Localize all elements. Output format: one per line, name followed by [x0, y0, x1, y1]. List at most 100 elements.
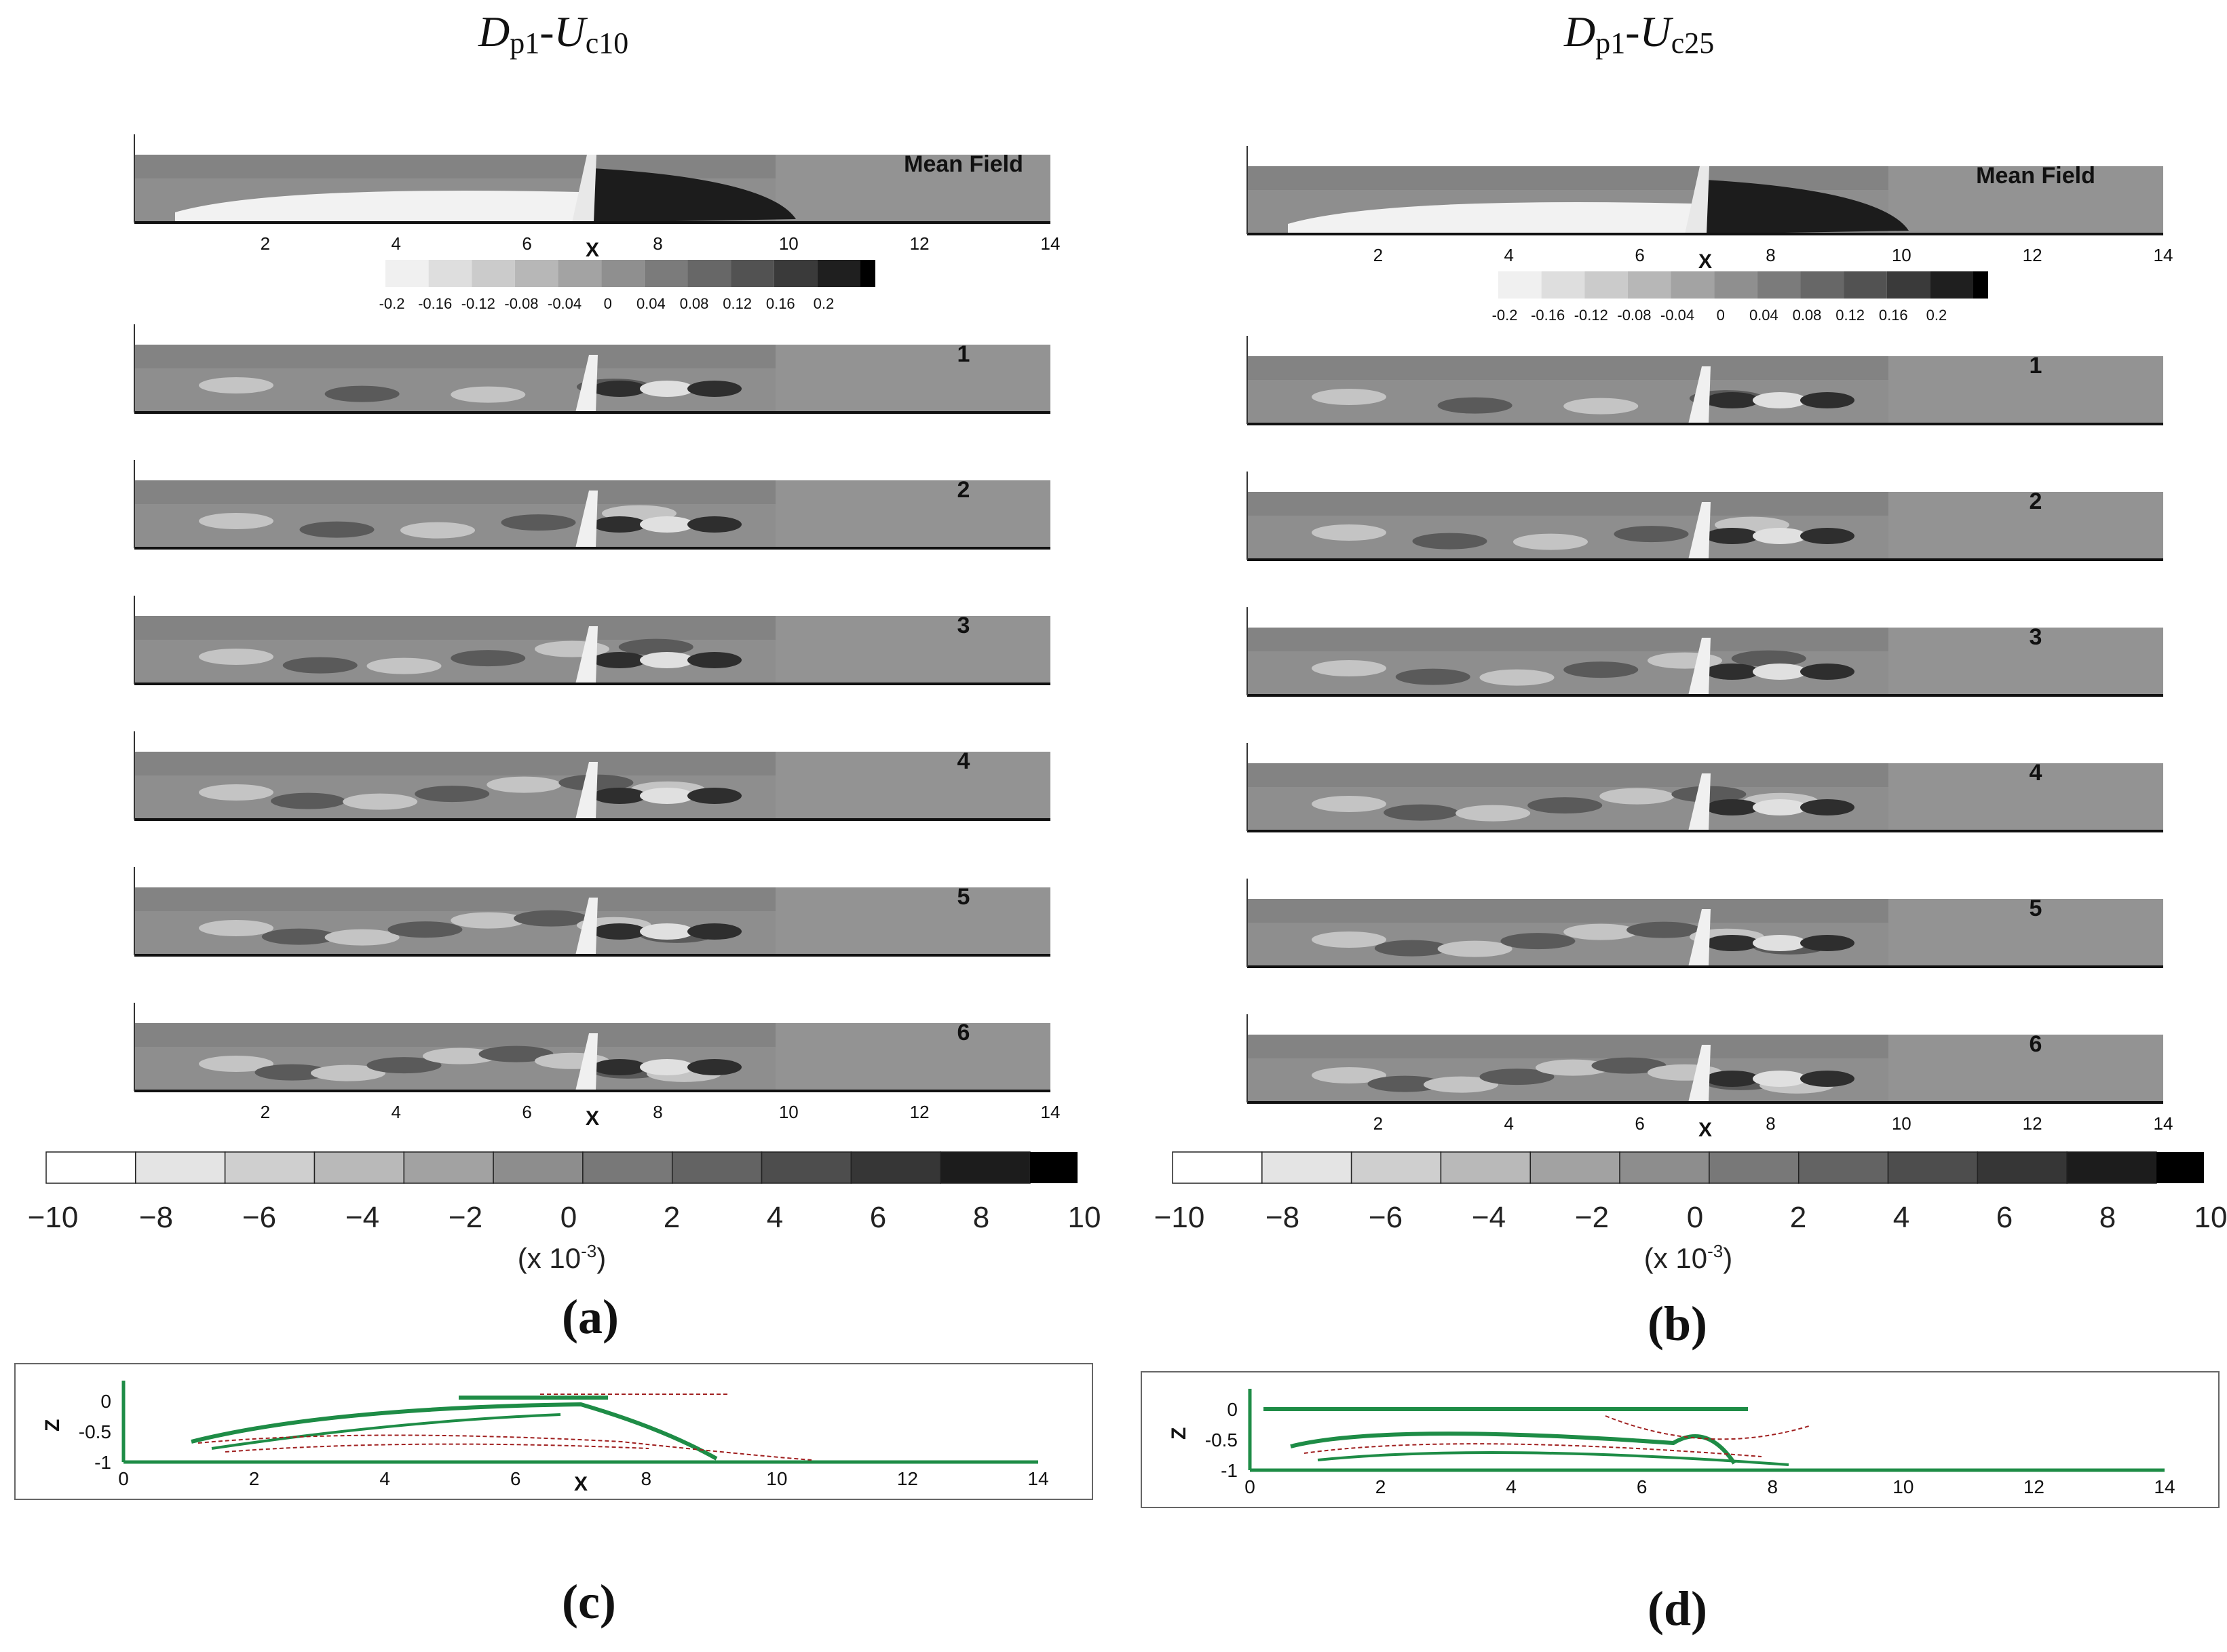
mode-label: 1 [957, 341, 970, 367]
colorbar-tick-label: −10 [1154, 1201, 1205, 1234]
colorbar-swatch [224, 1151, 316, 1184]
mode-label: 3 [957, 613, 970, 638]
mode-eddy [1591, 1057, 1667, 1074]
mode-eddy [1437, 397, 1512, 414]
mode-eddy [640, 652, 694, 668]
colorbar-tick-label: 0.16 [766, 295, 795, 312]
colorbar-swatch [2156, 1152, 2204, 1183]
mode-eddy [199, 1056, 273, 1072]
mode-eddy [1312, 389, 1386, 405]
mode-eddy [1312, 524, 1386, 541]
x-axis-label: X [1698, 250, 1712, 273]
colorbar-tick-label: 8 [2099, 1201, 2116, 1234]
colorbar-swatch [558, 260, 602, 287]
mode-eddy [451, 386, 526, 403]
mode-eddy [366, 657, 442, 674]
mode-label: 6 [2030, 1031, 2042, 1057]
mode-eddy [1513, 533, 1588, 550]
x-tick-label: 0 [1244, 1476, 1255, 1497]
colorbar-tick-label: 6 [870, 1201, 886, 1234]
mode-eddy [640, 1059, 694, 1075]
x-tick-label: 6 [1637, 1476, 1648, 1497]
x-tick-label: 10 [1892, 1476, 1914, 1497]
x-tick-label: 4 [391, 233, 400, 254]
contour-band [1247, 492, 1888, 516]
mode-eddy [1367, 1075, 1443, 1092]
contour-band [1247, 166, 1888, 190]
mode-eddy [1648, 652, 1722, 669]
mode-eddy [1626, 921, 1702, 938]
mode-eddy [451, 912, 526, 929]
colorbar-tick-label: −4 [1472, 1201, 1506, 1234]
x-tick-label: 6 [522, 233, 531, 254]
z-axis-label: Z [41, 1419, 64, 1432]
mode-eddy [640, 923, 694, 940]
streamline-frame [14, 1363, 1093, 1500]
colorbar-tick-label: 0.2 [814, 295, 835, 312]
mode-eddy [423, 1048, 497, 1064]
mode-eddy [1705, 935, 1759, 951]
x-tick-label: 14 [2154, 245, 2173, 265]
mode-eddy [1563, 398, 1639, 415]
colorbar-unit: (x 10-3) [1644, 1241, 1733, 1274]
mode-label: 1 [2030, 353, 2042, 379]
mode-eddy [687, 516, 742, 533]
contour-band [776, 1023, 1050, 1091]
colorbar-tick-label: -0.08 [504, 295, 538, 312]
mode-eddy [687, 923, 742, 940]
mode-eddy [1800, 935, 1854, 951]
colorbar-tick-label: 0.08 [680, 295, 709, 312]
x-tick-label: 0 [118, 1468, 129, 1489]
panel-label-b: (b) [1648, 1296, 1707, 1351]
mode-eddy [1705, 392, 1759, 408]
contour-band [134, 752, 776, 775]
colorbar-tick-label: -0.12 [1574, 307, 1608, 324]
mode-eddy [199, 649, 273, 665]
mode-label: 5 [957, 884, 970, 910]
colorbar-swatch [1529, 1151, 1620, 1184]
contour-band [776, 155, 1050, 223]
mode-eddy [1800, 392, 1854, 408]
panel-label-a: (a) [562, 1290, 619, 1344]
mode-eddy [343, 793, 418, 810]
colorbar-tick-label: 4 [1893, 1201, 1909, 1234]
x-tick-label: 8 [1766, 245, 1775, 265]
x-tick-label: 2 [261, 1102, 270, 1122]
colorbar-swatch [45, 1151, 136, 1184]
colorbar-tick-label: 0.04 [636, 295, 666, 312]
colorbar-swatch [582, 1151, 673, 1184]
colorbar-tick-label: 0.12 [723, 295, 752, 312]
colorbar-tick-label: 10 [1068, 1201, 1101, 1234]
colorbar-tick-label: -0.16 [418, 295, 452, 312]
mode-label: 4 [957, 748, 970, 774]
mode-eddy [1705, 528, 1759, 544]
mode-eddy [1479, 1069, 1555, 1086]
mode-eddy [199, 513, 273, 529]
colorbar-swatch [1619, 1151, 1710, 1184]
mode-eddy [1800, 664, 1854, 680]
contour-band [134, 155, 776, 178]
jet-plume [1688, 638, 1711, 695]
jet-plume [1688, 773, 1711, 831]
x-tick-label: 8 [1766, 1113, 1775, 1134]
contour-band [134, 480, 776, 504]
x-tick-label: 14 [1041, 233, 1061, 254]
mode-eddy [1424, 1076, 1498, 1093]
colorbar-swatch [1886, 271, 1930, 299]
mode-eddy [199, 920, 273, 936]
colorbar-swatch [2066, 1151, 2157, 1184]
x-tick-label: 8 [641, 1468, 651, 1489]
x-tick-label: 4 [379, 1468, 390, 1489]
contour-band [1888, 899, 2163, 967]
colorbar-tick-label: -0.04 [1660, 307, 1694, 324]
colorbar-tick-label: −4 [345, 1201, 379, 1234]
colorbar-swatch [1973, 271, 1988, 299]
x-tick-label: 10 [779, 233, 799, 254]
contour-band [1888, 763, 2163, 831]
colorbar-swatch [1350, 1151, 1442, 1184]
colorbar-tick-label: 6 [1996, 1201, 2013, 1234]
mode-eddy [415, 786, 490, 803]
mode-eddy [640, 381, 694, 397]
mode-eddy [1705, 1071, 1759, 1087]
